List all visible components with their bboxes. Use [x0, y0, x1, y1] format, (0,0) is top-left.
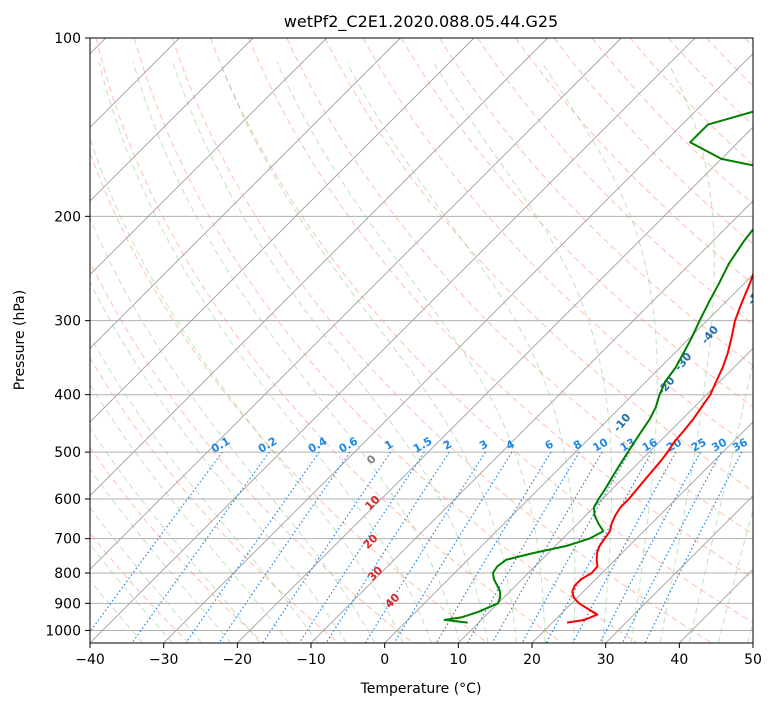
- y-tick-label: 700: [54, 532, 81, 548]
- moist-adiabat-line: [276, 62, 546, 643]
- moist-adiabat-line: [219, 62, 517, 643]
- isotherm-line: [605, 495, 753, 643]
- y-tick-label: 900: [54, 596, 81, 612]
- mixing-ratio-line: [491, 451, 603, 643]
- mixing-ratio-line: [298, 451, 425, 643]
- isotherm-line: [90, 38, 475, 423]
- mixing-ratio-line: [545, 451, 653, 643]
- isotherm-line: [90, 38, 548, 497]
- x-tick-label: −10: [296, 652, 326, 668]
- dry-adiabat-line: [171, 38, 712, 643]
- dry-adiabat-line: [248, 38, 753, 579]
- moist-adiabat-line: [717, 507, 753, 643]
- isotherm-line: [237, 126, 753, 643]
- mixing-ratio-line: [644, 451, 743, 643]
- moist-adiabat-line: [90, 427, 261, 643]
- profile-series: [443, 110, 753, 624]
- dewpoint-trace: [443, 110, 753, 624]
- isotherm-line: [90, 38, 401, 349]
- temperature-trace: [566, 271, 753, 624]
- axis-ticks: −40 −30 −20 −10 0 10 20 30 40 50 100 200 300 400 500 60…: [45, 31, 762, 668]
- dry-adiabat-line: [210, 38, 753, 624]
- moist-adiabat-line: [90, 383, 290, 643]
- moist-adiabat-line: [346, 62, 576, 643]
- dry-adiabat-line: [477, 38, 753, 326]
- moist-adiabat-line: [90, 216, 376, 643]
- mixing-ratio-line: [621, 451, 722, 643]
- isotherm-line: [90, 38, 327, 276]
- isotherm-line: [90, 38, 254, 202]
- moist-adiabat-line: [688, 359, 753, 643]
- x-tick-label: 20: [523, 652, 541, 668]
- mixing-ratio-line: [393, 451, 513, 643]
- mixing-ratio-line: [185, 451, 320, 643]
- x-tick-label: −40: [75, 652, 105, 668]
- moist-adiabat-line: [90, 543, 173, 643]
- moist-adiabat-line: [433, 62, 613, 643]
- plot-frame: [89, 37, 754, 644]
- x-tick-label: 30: [597, 652, 615, 668]
- moist-adiabat-line: [172, 62, 489, 643]
- moist-adiabat-line: [98, 62, 432, 643]
- mixing-ratio-line: [572, 451, 677, 643]
- chart-title: wetPf2_C2E1.2020.088.05.44.G25: [284, 12, 558, 32]
- dry-adiabat-line: [90, 357, 339, 643]
- moist-adiabat-line: [90, 136, 404, 643]
- mixing-ratio-line: [90, 451, 223, 633]
- dry-adiabat-line: [90, 260, 414, 643]
- isotherm-line: [163, 53, 753, 643]
- isotherm-line: [531, 421, 753, 643]
- x-tick-label: 0: [380, 652, 389, 668]
- moist-adiabat-line: [90, 579, 144, 643]
- y-tick-label: 500: [54, 445, 81, 461]
- y-tick-label: 100: [54, 31, 81, 47]
- dry-adiabat-line: [90, 446, 264, 643]
- mixing-ratio-line: [218, 451, 351, 643]
- y-tick-label: 600: [54, 492, 81, 508]
- x-tick-label: 50: [744, 652, 762, 668]
- moist-adiabat-line: [90, 468, 232, 643]
- moist-adiabat-line: [132, 62, 461, 643]
- y-tick-label: 800: [54, 566, 81, 582]
- x-tick-label: −30: [149, 652, 179, 668]
- moist-adiabat-line: [90, 506, 203, 643]
- moist-adiabat-line: [90, 280, 347, 643]
- moist-adiabat-line: [90, 335, 319, 643]
- y-tick-label: 1000: [45, 623, 81, 639]
- mixing-ratio-line: [262, 451, 392, 643]
- moist-adiabat-line: [541, 62, 658, 643]
- background-lines: [90, 38, 753, 643]
- dry-adiabat-line: [95, 38, 563, 643]
- moist-adiabat-line: [659, 62, 715, 643]
- wetbulb-label: -50: [745, 284, 768, 308]
- isotherm-line: [90, 38, 696, 643]
- y-axis-title: Pressure (hPa): [12, 290, 28, 390]
- dry-adiabat-line: [133, 38, 638, 643]
- isotherm-line: [458, 347, 753, 643]
- y-tick-label: 300: [54, 314, 81, 330]
- dry-adiabat-line: [286, 38, 753, 535]
- dry-adiabat-line: [324, 38, 753, 492]
- isotherm-line: [384, 274, 753, 643]
- x-tick-label: 10: [449, 652, 467, 668]
- dry-adiabat-line: [438, 38, 753, 367]
- y-tick-label: 400: [54, 388, 81, 404]
- mixing-ratio-line: [521, 451, 631, 643]
- y-tick-label: 200: [54, 209, 81, 225]
- x-axis-title: Temperature (°C): [360, 681, 482, 697]
- x-tick-label: −20: [223, 652, 253, 668]
- x-tick-label: 40: [670, 652, 688, 668]
- dry-adiabat-line: [90, 151, 488, 643]
- mixing-ratio-line: [599, 451, 702, 643]
